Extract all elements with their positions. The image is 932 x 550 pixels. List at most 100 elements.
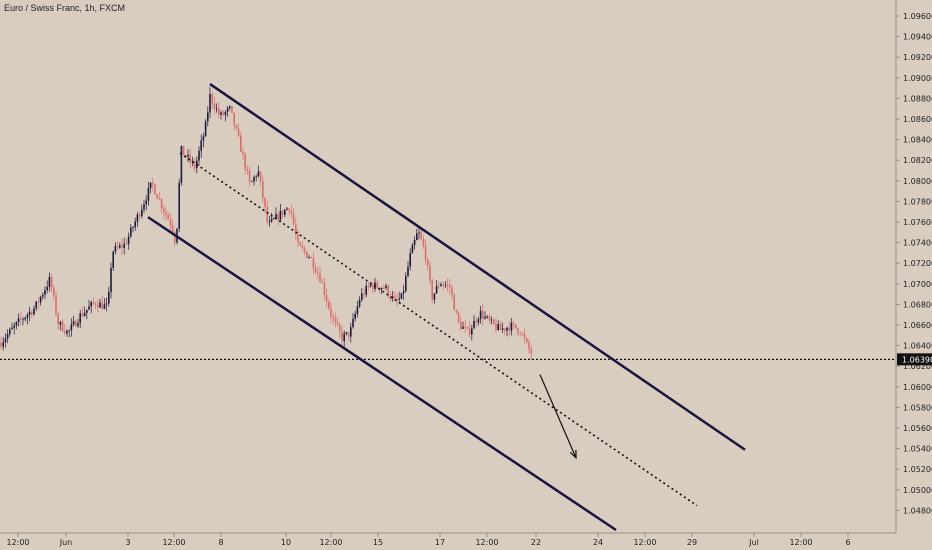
candle-body bbox=[246, 169, 249, 171]
channel-upper-line[interactable] bbox=[209, 83, 746, 451]
candle-body bbox=[11, 327, 13, 330]
candle-body bbox=[314, 268, 317, 273]
candle-body bbox=[185, 154, 187, 157]
candle-body bbox=[200, 140, 202, 151]
candle-body bbox=[334, 318, 337, 322]
price-tick-label: 1.06600 bbox=[903, 321, 932, 330]
candle-body bbox=[92, 302, 95, 304]
time-tick-label: 12:00 bbox=[162, 538, 185, 547]
candle-body bbox=[42, 294, 44, 297]
candle-body bbox=[418, 232, 420, 234]
candle-body bbox=[422, 238, 425, 246]
symbol-title: Euro / Swiss Franc, 1h, FXCM bbox=[4, 3, 126, 13]
candle-body bbox=[400, 293, 403, 299]
price-tick-label: 1.05400 bbox=[903, 445, 932, 454]
candle-body bbox=[237, 128, 240, 136]
candle-body bbox=[72, 321, 75, 325]
candle-body bbox=[330, 308, 332, 317]
candle-body bbox=[116, 246, 119, 248]
candle-body bbox=[31, 311, 33, 315]
price-tick-label: 1.07200 bbox=[903, 259, 932, 268]
candle-body bbox=[473, 320, 475, 329]
candle-body bbox=[475, 320, 477, 323]
candle-body bbox=[149, 182, 152, 189]
candle-body bbox=[526, 338, 528, 343]
candle-body bbox=[2, 342, 4, 347]
price-tick-label: 1.09400 bbox=[903, 33, 932, 42]
candle-body bbox=[523, 333, 526, 339]
candle-body bbox=[64, 331, 66, 334]
candle-body bbox=[405, 276, 407, 292]
candle-body bbox=[457, 312, 460, 322]
candle-body bbox=[68, 330, 70, 332]
price-axis[interactable]: 1.09600 1.09400 1.09200 1.09000 1.08800 1.086… bbox=[896, 12, 932, 515]
candle-body bbox=[398, 298, 400, 300]
candle-body bbox=[248, 170, 251, 182]
candle-body bbox=[510, 322, 513, 331]
candle-body bbox=[229, 106, 231, 109]
candle-body bbox=[292, 213, 295, 225]
channel-lower-line[interactable] bbox=[147, 216, 617, 532]
candle-body bbox=[312, 257, 315, 269]
candle-body bbox=[143, 204, 145, 210]
candle-body bbox=[233, 112, 235, 126]
candle-body bbox=[462, 326, 464, 329]
candle-body bbox=[308, 257, 310, 259]
candle-body bbox=[33, 308, 35, 315]
candle-body bbox=[66, 330, 68, 334]
candle-body bbox=[167, 214, 169, 220]
candle-body bbox=[429, 265, 431, 281]
time-tick-label: 17 bbox=[435, 538, 445, 547]
candle-body bbox=[189, 154, 191, 163]
current-price-tag: 1.06390 bbox=[897, 353, 932, 366]
candle-body bbox=[446, 284, 449, 286]
candle-body bbox=[495, 324, 497, 330]
candle-body bbox=[268, 221, 271, 223]
candle-body bbox=[35, 301, 37, 309]
candle-body bbox=[290, 210, 293, 214]
price-tick-label: 1.05000 bbox=[903, 486, 932, 495]
price-tick-label: 1.06800 bbox=[903, 300, 932, 309]
candle-body bbox=[0, 343, 2, 347]
candle-body bbox=[358, 299, 361, 307]
candle-body bbox=[490, 319, 493, 321]
candle-body bbox=[488, 316, 491, 321]
candle-body bbox=[182, 146, 185, 155]
candle-body bbox=[242, 151, 244, 155]
candle-body bbox=[193, 161, 196, 169]
candle-body bbox=[347, 332, 350, 337]
candle-body bbox=[433, 293, 436, 300]
candle-body bbox=[79, 313, 81, 324]
candle-body bbox=[138, 214, 141, 217]
candle-body bbox=[409, 253, 411, 267]
candle-body bbox=[59, 321, 62, 325]
candle-body bbox=[336, 321, 339, 325]
forecast-arrow[interactable] bbox=[539, 374, 577, 459]
candle-body bbox=[231, 106, 233, 113]
time-tick-label: Jun bbox=[59, 538, 73, 547]
candle-body bbox=[244, 154, 246, 170]
candle-body bbox=[112, 251, 114, 268]
candle-body bbox=[57, 314, 59, 325]
candle-body bbox=[376, 282, 378, 288]
candle-body bbox=[132, 227, 134, 228]
candle-body bbox=[471, 328, 473, 335]
candle-body bbox=[215, 108, 218, 110]
candle-body bbox=[53, 287, 55, 296]
candle-body bbox=[435, 286, 438, 294]
price-tick-label: 1.08000 bbox=[903, 177, 932, 186]
candle-body bbox=[262, 181, 264, 199]
candle-body bbox=[169, 219, 172, 226]
candle-body bbox=[482, 310, 484, 319]
time-tick-label: 12:00 bbox=[789, 538, 812, 547]
time-axis[interactable]: 12:00 Jun 3 12:00 8 10 12:00 15 17 12:00 22 24 12:00… bbox=[6, 533, 851, 547]
candle-body bbox=[317, 272, 319, 274]
candle-body bbox=[44, 290, 46, 295]
candle-body bbox=[345, 332, 348, 334]
candle-body bbox=[508, 327, 510, 331]
channel-mid-line[interactable] bbox=[179, 152, 698, 507]
time-tick-label: 12:00 bbox=[319, 538, 342, 547]
candle-body bbox=[134, 221, 136, 228]
candle-body bbox=[125, 243, 128, 245]
